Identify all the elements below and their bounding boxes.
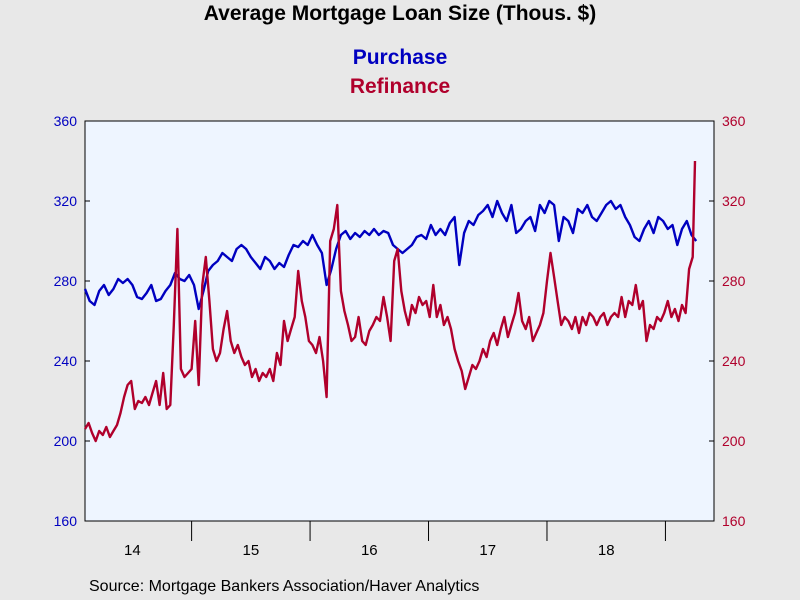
right-tick-label: 360 (722, 113, 746, 129)
series-line-refinance (83, 160, 697, 443)
x-tick-label: 17 (479, 542, 496, 559)
legend-purchase: Purchase (352, 46, 448, 69)
left-tick-label: 200 (54, 433, 78, 449)
right-tick-label: 160 (722, 513, 746, 529)
left-tick-label: 240 (54, 353, 78, 369)
x-tick-label: 14 (124, 542, 141, 559)
right-tick-label: 200 (722, 433, 746, 449)
series-line-purchase (83, 199, 698, 311)
x-tick-label: 18 (598, 542, 615, 559)
right-tick-label: 240 (722, 353, 746, 369)
right-tick-label: 280 (722, 273, 746, 289)
chart-title: Average Mortgage Loan Size (Thous. $) (203, 2, 597, 25)
left-tick-label: 160 (54, 513, 78, 529)
left-tick-label: 320 (54, 193, 78, 209)
x-tick-label: 16 (361, 542, 378, 559)
x-tick-label: 15 (242, 542, 259, 559)
left-tick-label: 280 (54, 273, 78, 289)
right-tick-label: 320 (722, 193, 746, 209)
legend-refinance: Refinance (349, 75, 451, 98)
left-tick-label: 360 (54, 113, 78, 129)
source-note: Source: Mortgage Bankers Association/Hav… (89, 578, 480, 595)
